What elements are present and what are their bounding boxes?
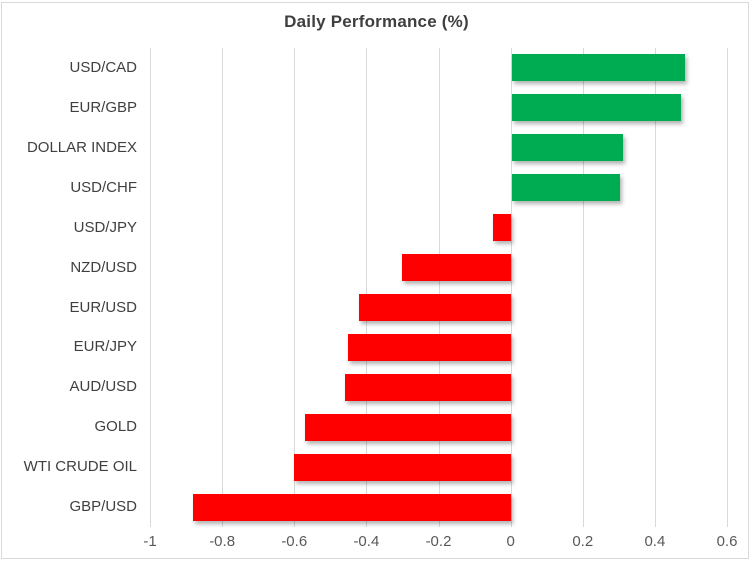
gridline--1 xyxy=(150,48,151,527)
bar-eur-jpy xyxy=(348,333,511,361)
tick-label--0.8: -0.8 xyxy=(209,533,236,550)
category-label-eur-gbp: EUR/GBP xyxy=(69,98,137,116)
bar-usd-jpy xyxy=(492,214,511,242)
bar-usd-cad xyxy=(511,54,685,82)
bar-aud-usd xyxy=(344,373,511,401)
tick-label-0.4: 0.4 xyxy=(644,533,666,550)
gridline--0.6 xyxy=(294,48,296,527)
gridline--0.8 xyxy=(222,48,224,527)
bar-dollar-index xyxy=(511,134,624,162)
category-label-dollar-index: DOLLAR INDEX xyxy=(26,138,137,156)
tick-label--0.2: -0.2 xyxy=(425,533,452,550)
bar-eur-usd xyxy=(359,293,511,321)
gridline-0 xyxy=(510,48,512,527)
category-label-gbp-usd: GBP/USD xyxy=(69,498,137,516)
category-label-eur-jpy: EUR/JPY xyxy=(73,338,137,356)
chart-title: Daily Performance (%) xyxy=(284,12,469,31)
category-label-usd-chf: USD/CHF xyxy=(70,178,137,196)
gridline--0.4 xyxy=(366,48,368,527)
gridline-0.2 xyxy=(582,48,584,527)
bar-gbp-usd xyxy=(193,493,511,521)
tick-label-0.2: 0.2 xyxy=(572,533,594,550)
category-label-eur-usd: EUR/USD xyxy=(69,298,137,316)
category-label-gold: GOLD xyxy=(94,418,137,436)
gridline--0.2 xyxy=(438,48,440,527)
tick-label-0.6: 0.6 xyxy=(716,533,738,550)
category-label-usd-cad: USD/CAD xyxy=(69,59,137,76)
gridline-0.4 xyxy=(654,48,656,527)
category-label-wti-crude-oil: WTI CRUDE OIL xyxy=(23,458,137,476)
gridline-0.6 xyxy=(727,48,728,527)
bar-usd-chf xyxy=(511,174,620,202)
tick-label--0.6: -0.6 xyxy=(281,533,308,550)
bar-gold xyxy=(305,413,511,441)
category-label-usd-jpy: USD/JPY xyxy=(73,218,137,236)
tick-label--1: -1 xyxy=(143,533,157,550)
tick-label-0: 0 xyxy=(506,533,515,550)
bar-wti-crude-oil xyxy=(294,453,511,481)
category-label-aud-usd: AUD/USD xyxy=(69,378,137,396)
bar-eur-gbp xyxy=(511,94,682,122)
bar-nzd-usd xyxy=(402,254,511,282)
tick-label--0.4: -0.4 xyxy=(353,533,380,550)
category-label-nzd-usd: NZD/USD xyxy=(70,258,137,276)
